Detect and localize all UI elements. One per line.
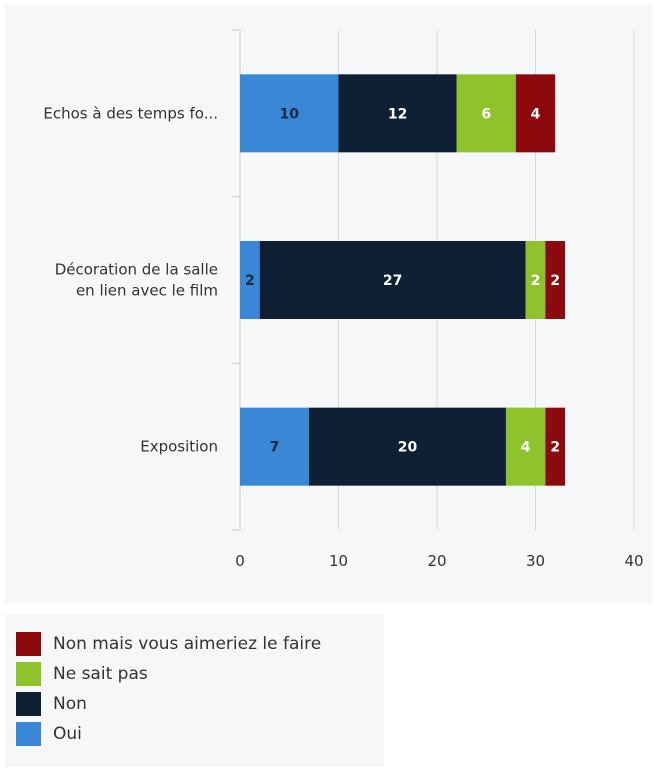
legend-item[interactable]: Ne sait pas xyxy=(16,662,148,686)
data-label: 6 xyxy=(481,106,491,122)
legend-swatch xyxy=(16,632,41,656)
data-label: 2 xyxy=(245,273,255,289)
data-label: 12 xyxy=(388,106,407,122)
legend-item[interactable]: Non mais vous aimeriez le faire xyxy=(16,632,321,656)
legend-swatch xyxy=(16,662,41,686)
bar-non-2 xyxy=(308,407,506,486)
data-label: 10 xyxy=(280,106,300,122)
legend: Non mais vous aimeriez le faire Ne sait p… xyxy=(5,614,384,767)
data-label: 2 xyxy=(550,440,560,456)
x-tick-label: 10 xyxy=(329,552,348,570)
data-label: 2 xyxy=(550,273,560,289)
legend-item[interactable]: Oui xyxy=(16,722,82,746)
data-label: 27 xyxy=(383,273,402,289)
category-label: en lien avec le film xyxy=(76,282,218,300)
bar-ne-sait-pas-0 xyxy=(456,74,516,153)
bar-non-1 xyxy=(259,241,526,319)
bar-oui-0 xyxy=(240,74,339,153)
bar-non-mais-vous-aimeriez-le-faire-1 xyxy=(545,241,566,319)
data-label: 2 xyxy=(531,273,541,289)
data-label: 20 xyxy=(398,440,418,456)
x-tick-label: 40 xyxy=(624,552,643,570)
category-label: Décoration de la salle xyxy=(55,261,218,279)
category-label: Exposition xyxy=(140,438,218,456)
legend-swatch xyxy=(16,692,41,716)
chart-panel: 10 12 6 4 Echos à des temps fo... 2 27 2 2 Décora… xyxy=(5,5,652,603)
category-label: Echos à des temps fo... xyxy=(43,104,218,122)
legend-item[interactable]: Non xyxy=(16,692,87,716)
bar-oui-1 xyxy=(240,241,260,319)
legend-label: Non xyxy=(53,694,87,714)
bar-oui-2 xyxy=(240,407,309,486)
bar-non-mais-vous-aimeriez-le-faire-0 xyxy=(515,74,556,153)
legend-label: Oui xyxy=(53,724,82,744)
data-label: 4 xyxy=(521,440,531,456)
data-label: 7 xyxy=(270,440,280,456)
bar-non-mais-vous-aimeriez-le-faire-2 xyxy=(545,407,566,486)
x-tick-label: 30 xyxy=(526,552,545,570)
legend-label: Ne sait pas xyxy=(53,664,148,684)
x-tick-label: 0 xyxy=(235,552,245,570)
bar-non-0 xyxy=(338,74,457,153)
data-label: 4 xyxy=(531,106,541,122)
bar-ne-sait-pas-1 xyxy=(525,241,546,319)
bar-ne-sait-pas-2 xyxy=(505,407,546,486)
legend-label: Non mais vous aimeriez le faire xyxy=(53,634,322,654)
x-tick-label: 20 xyxy=(427,552,446,570)
legend-swatch xyxy=(16,722,41,746)
